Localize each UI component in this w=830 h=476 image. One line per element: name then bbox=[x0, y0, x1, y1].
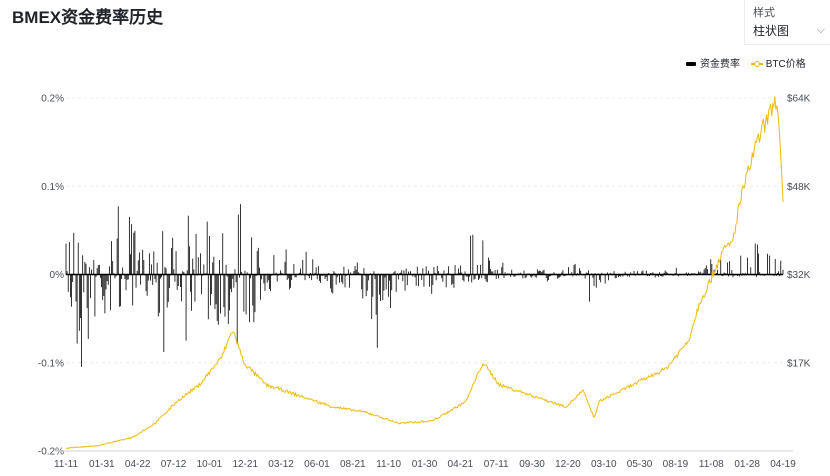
btc-price-line bbox=[65, 96, 784, 450]
x-tick-label: 08-19 bbox=[663, 459, 689, 470]
x-tick-label: 01-30 bbox=[412, 459, 438, 470]
btc-price-path bbox=[65, 96, 784, 450]
x-tick-label: 04-21 bbox=[448, 459, 474, 470]
x-tick-label: 12-21 bbox=[232, 459, 258, 470]
y-right-tick-label: $48K bbox=[787, 182, 811, 193]
style-select-value: 柱状图 bbox=[753, 24, 790, 38]
y-right-tick-label: $64K bbox=[787, 94, 811, 105]
legend-label-btc: BTC价格 bbox=[765, 59, 806, 70]
y-left-tick-label: 0% bbox=[50, 270, 65, 281]
x-tick-label: 03-12 bbox=[268, 459, 294, 470]
legend-item-btc[interactable]: BTC价格 bbox=[750, 55, 806, 70]
y-right-tick-label: $17K bbox=[787, 358, 811, 369]
legend-item-funding[interactable]: 资金费率 bbox=[686, 55, 740, 70]
x-tick-label: 01-31 bbox=[89, 459, 115, 470]
y-left-tick-label: 0.1% bbox=[41, 182, 64, 193]
x-tick-label: 04-22 bbox=[125, 459, 151, 470]
x-tick-label: 11-11 bbox=[54, 459, 79, 470]
x-tick-label: 07-12 bbox=[161, 459, 187, 470]
y-axis-right: $64K $48K $32K $17K bbox=[787, 94, 811, 370]
x-tick-label: 01-28 bbox=[734, 459, 760, 470]
x-tick-label: 08-21 bbox=[340, 459, 366, 470]
x-tick-label: 09-30 bbox=[519, 459, 545, 470]
chart-style-picker: 样式 柱状图 ⌵ bbox=[744, 0, 830, 45]
page-title: BMEX资金费率历史 bbox=[12, 8, 164, 27]
y-left-tick-label: -0.1% bbox=[38, 358, 64, 369]
x-tick-label: 12-20 bbox=[555, 459, 581, 470]
x-tick-label: 04-19 bbox=[770, 459, 796, 470]
style-picker-label: 样式 bbox=[753, 7, 775, 19]
x-tick-label: 11-08 bbox=[699, 459, 724, 470]
x-axis: 11-11 01-31 04-22 07-12 10-01 12-21 03-12 06-01… bbox=[54, 450, 796, 470]
y-left-tick-label: 0.2% bbox=[41, 94, 64, 105]
x-tick-label: 06-01 bbox=[304, 459, 330, 470]
y-left-tick-label: -0.2% bbox=[38, 447, 64, 458]
chevron-down-icon: ⌵ bbox=[816, 24, 825, 36]
y-right-tick-label: $32K bbox=[787, 270, 811, 281]
x-tick-label: 07-11 bbox=[484, 459, 509, 470]
funding-rate-bars bbox=[65, 204, 784, 367]
legend-swatch-btc bbox=[750, 60, 763, 68]
x-tick-label: 05-30 bbox=[627, 459, 653, 470]
y-axis-left: 0.2% 0.1% 0% -0.1% -0.2% bbox=[38, 94, 64, 458]
chart-legend: 资金费率 BTC价格 bbox=[686, 55, 814, 70]
x-tick-label: 10-01 bbox=[197, 459, 223, 470]
legend-swatch-funding bbox=[686, 62, 696, 67]
x-tick-label: 11-10 bbox=[376, 459, 401, 470]
legend-label-funding: 资金费率 bbox=[700, 59, 740, 70]
chart-style-select[interactable]: 柱状图 ⌵ bbox=[753, 22, 827, 40]
x-tick-label: 03-10 bbox=[591, 459, 617, 470]
